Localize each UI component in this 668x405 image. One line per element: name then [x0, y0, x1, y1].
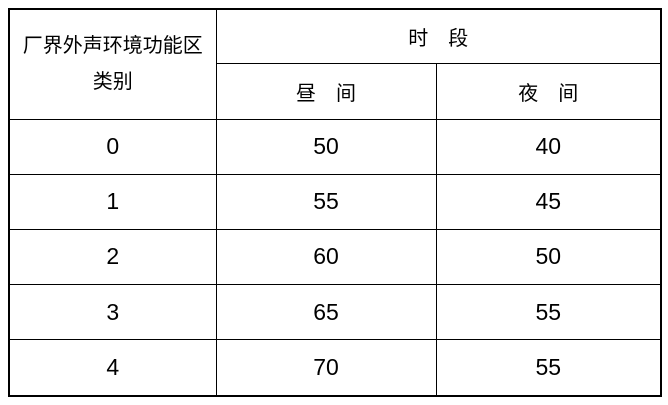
- night-value-cell: 55: [435, 284, 662, 341]
- noise-limits-table: 厂界外声环境功能区 类别 时 段 昼 间 夜 间 0 50 40 1 55 45 2 60 50…: [8, 8, 662, 397]
- col-header-category-line1: 厂界外声环境功能区: [22, 35, 203, 58]
- header-row-sub: 昼 间 夜 间: [9, 62, 662, 120]
- header-row-top: 厂界外声环境功能区 类别 时 段: [8, 8, 662, 120]
- table-row: 1 55 45: [8, 173, 662, 230]
- day-value-cell: 70: [215, 339, 437, 397]
- table-row: 4 70 55: [8, 339, 662, 397]
- table-row: 3 65 55: [8, 284, 662, 341]
- col-header-category-line2: 类别: [92, 71, 133, 94]
- day-value-cell: 60: [215, 228, 437, 286]
- day-value-cell: 55: [215, 173, 437, 230]
- day-value-cell: 50: [215, 118, 437, 175]
- category-cell: 3: [8, 284, 217, 341]
- col-header-day: 昼 间: [215, 62, 437, 120]
- night-value-cell: 40: [435, 118, 662, 175]
- night-value-cell: 50: [435, 228, 662, 286]
- col-header-night: 夜 间: [435, 62, 662, 120]
- night-value-cell: 45: [435, 173, 662, 230]
- col-header-period: 时 段: [215, 8, 662, 64]
- col-header-category: 厂界外声环境功能区 类别: [8, 8, 217, 120]
- night-value-cell: 55: [435, 339, 662, 397]
- category-cell: 2: [8, 228, 217, 286]
- category-cell: 4: [8, 339, 217, 397]
- category-cell: 0: [8, 118, 217, 175]
- day-value-cell: 65: [215, 284, 437, 341]
- category-cell: 1: [8, 173, 217, 230]
- table-row: 2 60 50: [8, 228, 662, 286]
- table-row: 0 50 40: [8, 118, 662, 175]
- table-body: 0 50 40 1 55 45 2 60 50 3 65 55 4 70 55: [8, 118, 662, 397]
